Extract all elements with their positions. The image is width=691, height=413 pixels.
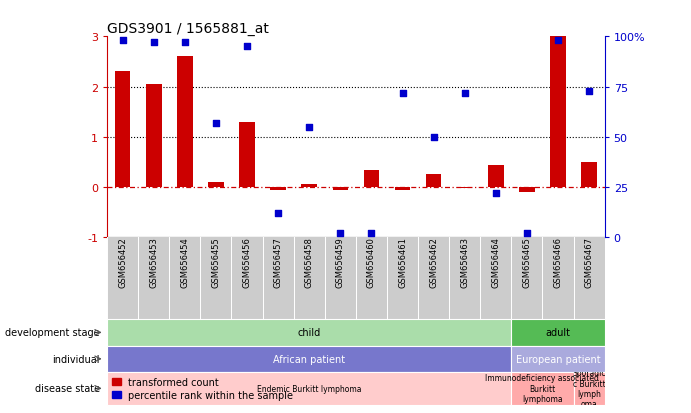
Text: European patient: European patient — [515, 354, 600, 364]
Text: adult: adult — [545, 328, 571, 337]
Text: Sporadic
c Burkitt
lymph
oma: Sporadic c Burkitt lymph oma — [572, 368, 606, 408]
Point — [552, 38, 563, 45]
Text: individual: individual — [52, 354, 100, 364]
Point — [179, 40, 190, 47]
Bar — [511, 346, 605, 372]
Bar — [115, 72, 131, 188]
Bar — [395, 188, 410, 190]
Bar — [363, 170, 379, 188]
Text: GDS3901 / 1565881_at: GDS3901 / 1565881_at — [107, 22, 269, 36]
Bar — [574, 372, 605, 405]
Point — [148, 40, 159, 47]
Text: development stage: development stage — [5, 328, 100, 337]
Point — [583, 88, 594, 95]
Bar — [457, 188, 473, 189]
Bar — [511, 319, 605, 346]
Bar — [146, 85, 162, 188]
Point — [303, 124, 314, 131]
Bar — [107, 319, 511, 346]
Point — [117, 38, 129, 45]
Bar — [270, 188, 286, 190]
Bar — [107, 346, 511, 372]
Text: disease state: disease state — [35, 383, 100, 394]
Point — [366, 230, 377, 237]
Text: child: child — [298, 328, 321, 337]
Point — [397, 90, 408, 97]
Text: Immunodeficiency associated
Burkitt
lymphoma: Immunodeficiency associated Burkitt lymp… — [486, 374, 599, 404]
Point — [521, 230, 532, 237]
Bar — [239, 123, 255, 188]
Bar — [332, 188, 348, 190]
Point — [210, 120, 221, 127]
Point — [334, 230, 346, 237]
Point — [272, 211, 283, 217]
Bar — [550, 37, 566, 188]
Point — [242, 44, 253, 50]
Point — [491, 190, 502, 197]
Bar — [519, 188, 535, 193]
Bar — [581, 163, 597, 188]
Text: African patient: African patient — [273, 354, 346, 364]
Bar — [511, 372, 574, 405]
Bar — [208, 183, 224, 188]
Bar — [177, 57, 193, 188]
Point — [459, 90, 470, 97]
Bar — [488, 165, 504, 188]
Legend: transformed count, percentile rank within the sample: transformed count, percentile rank withi… — [112, 377, 294, 400]
Bar — [301, 184, 317, 188]
Bar — [426, 174, 442, 188]
Text: Endemic Burkitt lymphoma: Endemic Burkitt lymphoma — [257, 384, 361, 393]
Point — [428, 134, 439, 141]
Bar — [107, 372, 511, 405]
